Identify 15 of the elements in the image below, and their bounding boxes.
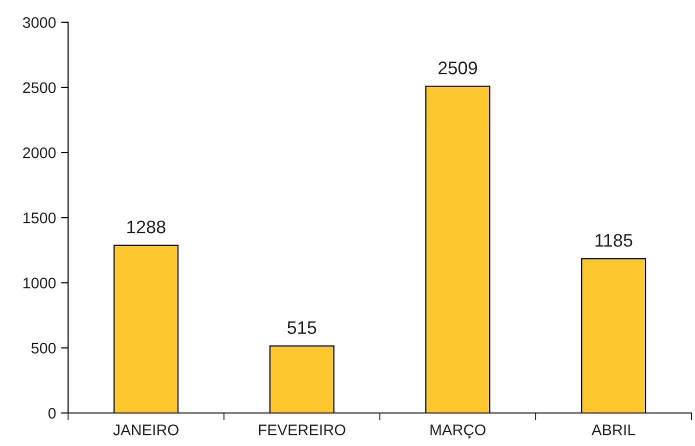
x-tick-label: MARÇO [430, 424, 486, 438]
y-tick-label: 500 [31, 342, 56, 354]
data-label: 2509 [438, 62, 477, 74]
data-label: 515 [288, 321, 316, 334]
y-tick-label: 1500 [23, 212, 56, 224]
data-label: 1288 [127, 220, 166, 234]
x-tick-label: ABRIL [592, 424, 636, 436]
x-tick-label: JANEIRO [113, 424, 178, 436]
data-label: 1185 [596, 234, 632, 247]
x-tick-label: FEVEREIRO [259, 424, 346, 436]
y-tick-label: 2500 [23, 82, 56, 94]
y-tick-label: 1000 [23, 278, 56, 288]
y-tick-label: 0 [48, 408, 56, 419]
y-tick-label: 3000 [22, 17, 56, 28]
y-tick-label: 2000 [23, 147, 56, 158]
